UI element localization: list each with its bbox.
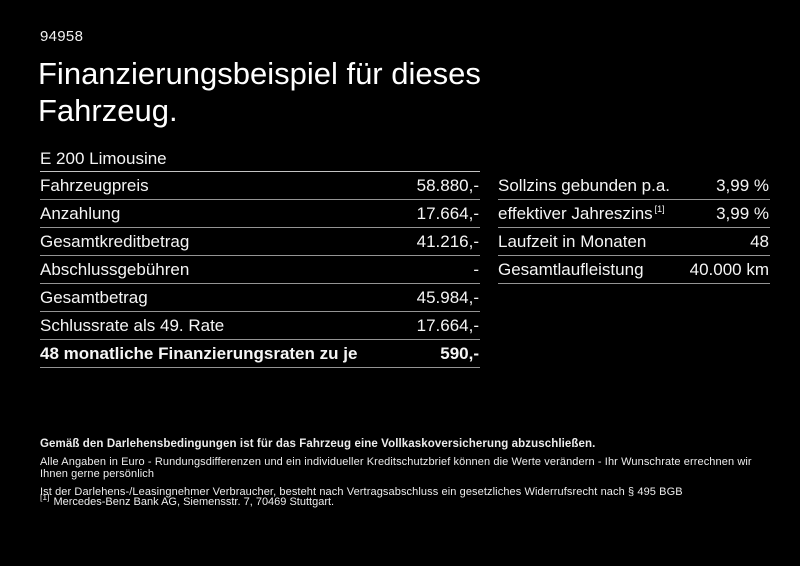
row-label: effektiver Jahreszins [1] [498, 203, 665, 223]
finance-amounts-table: E 200 Limousine Fahrzeugpreis 58.880,- A… [40, 146, 480, 368]
rounding-differences-note: Alle Angaben in Euro - Rundungsdifferenz… [40, 456, 752, 480]
table-row-gesamtlaufleistung: Gesamtlaufleistung 40.000 km [498, 256, 770, 284]
table-row-anzahlung: Anzahlung 17.664,- [40, 200, 480, 228]
row-value: 17.664,- [416, 203, 479, 223]
table-row-gesamtbetrag: Gesamtbetrag 45.984,- [40, 284, 480, 312]
row-value: 58.880,- [416, 175, 479, 195]
row-label: Anzahlung [40, 203, 121, 223]
bank-footnote: [1] Mercedes-Benz Bank AG, Siemensstr. 7,… [40, 493, 335, 508]
table-row-gesamtkreditbetrag: Gesamtkreditbetrag 41.216,- [40, 228, 480, 256]
row-label: Schlussrate als 49. Rate [40, 315, 225, 335]
row-value: 40.000 km [689, 259, 769, 279]
row-label: Gesamtbetrag [40, 287, 148, 307]
row-value: 590,- [440, 343, 479, 363]
page-title: Finanzierungsbeispiel für dieses Fahrzeug… [38, 55, 481, 129]
table-row-sollzins: Sollzins gebunden p.a. 3,99 % [498, 172, 770, 200]
vehicle-model-header: E 200 Limousine [40, 146, 480, 172]
footnote-marker: [1] [40, 492, 50, 503]
row-value: 48 [750, 231, 769, 251]
row-label: Sollzins gebunden p.a. [498, 175, 671, 195]
row-label: Gesamtkreditbetrag [40, 231, 190, 251]
row-value: 45.984,- [416, 287, 479, 307]
row-value: 17.664,- [416, 315, 479, 335]
row-label: 48 monatliche Finanzierungsraten zu je [40, 343, 358, 363]
table-row-laufzeit: Laufzeit in Monaten 48 [498, 228, 770, 256]
page-title-line1: Finanzierungsbeispiel für dieses [38, 56, 481, 91]
page-title-line2: Fahrzeug. [38, 93, 178, 128]
table-row-fahrzeugpreis: Fahrzeugpreis 58.880,- [40, 172, 480, 200]
offer-reference-number: 94958 [40, 28, 84, 45]
table-row-effektiver-jahreszins: effektiver Jahreszins [1] 3,99 % [498, 200, 770, 228]
vehicle-model-label: E 200 Limousine [40, 148, 167, 168]
withdrawal-right-note: Ist der Darlehens-/Leasingnehmer Verbrau… [40, 485, 683, 498]
table-row-abschlussgebuehren: Abschlussgebühren - [40, 256, 480, 284]
finance-conditions-table: Sollzins gebunden p.a. 3,99 % effektiver… [498, 172, 770, 284]
row-value: 3,99 % [716, 203, 769, 223]
row-value: 41.216,- [416, 231, 479, 251]
table-row-schlussrate: Schlussrate als 49. Rate 17.664,- [40, 312, 480, 340]
row-label: Gesamtlaufleistung [498, 259, 644, 279]
legal-notes: Gemäß den Darlehensbedingungen ist für d… [40, 438, 775, 503]
row-label: Abschlussgebühren [40, 259, 190, 279]
footnote-reference-icon: [1] [654, 203, 665, 214]
table-row-monatsrate: 48 monatliche Finanzierungsraten zu je 5… [40, 340, 480, 368]
row-value: 3,99 % [716, 175, 769, 195]
footnote-text: Mercedes-Benz Bank AG, Siemensstr. 7, 70… [53, 496, 335, 508]
insurance-requirement-note: Gemäß den Darlehensbedingungen ist für d… [40, 438, 596, 450]
row-label: Fahrzeugpreis [40, 175, 149, 195]
row-label: Laufzeit in Monaten [498, 231, 647, 251]
row-value: - [473, 259, 479, 279]
